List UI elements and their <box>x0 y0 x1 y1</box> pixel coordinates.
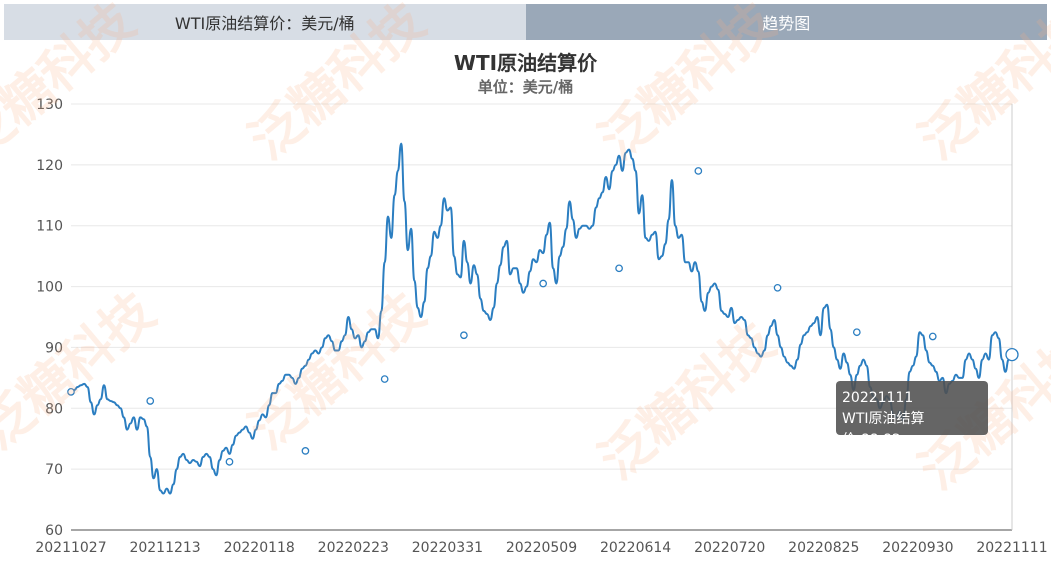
data-point-marker <box>460 331 468 340</box>
x-tick-label: 20220223 <box>318 540 389 556</box>
tooltip-value: WTI原油结算价:88.82 <box>842 411 925 448</box>
data-point-marker <box>694 167 703 175</box>
y-tick-label: 120 <box>36 158 63 174</box>
chart-title: WTI原油结算价 <box>453 51 598 75</box>
data-point-marker <box>928 332 937 341</box>
y-tick-label: 70 <box>45 462 63 478</box>
data-point-marker <box>380 375 389 383</box>
x-tick-label: 20220720 <box>694 540 765 556</box>
y-tick-label: 80 <box>45 401 63 417</box>
y-tick-label: 130 <box>36 97 63 113</box>
tab-wti-settlement-price[interactable]: WTI原油结算价：美元/桶 <box>4 4 526 40</box>
x-tick-label: 20220331 <box>412 540 483 556</box>
data-point-marker <box>773 283 782 292</box>
chart-tooltip: 20221111 WTI原油结算价:88.82 <box>836 381 988 448</box>
x-tick-label: 20220614 <box>600 540 671 556</box>
data-point-marker <box>67 388 75 396</box>
y-tick-label: 100 <box>36 280 63 296</box>
x-tick-label: 20221111 <box>976 540 1047 556</box>
chart-subtitle: 单位：美元/桶 <box>477 78 574 96</box>
data-point-marker <box>225 457 234 466</box>
tab-bar: WTI原油结算价：美元/桶 趋势图 <box>4 4 1047 40</box>
x-tick-label: 20220930 <box>882 540 953 556</box>
tab-trend-chart[interactable]: 趋势图 <box>525 4 1047 40</box>
y-tick-label: 110 <box>36 219 63 235</box>
x-tick-label: 20211027 <box>35 540 106 556</box>
y-tick-label: 90 <box>45 340 63 356</box>
data-point-marker <box>301 447 310 455</box>
data-point-marker <box>615 264 623 273</box>
highlighted-data-point <box>1005 347 1019 362</box>
data-point-marker <box>852 328 861 337</box>
x-tick-label: 20220118 <box>224 540 295 556</box>
x-tick-label: 20220509 <box>506 540 577 556</box>
data-point-marker <box>146 397 155 405</box>
x-tick-label: 20220825 <box>788 540 859 556</box>
y-tick-label: 60 <box>45 523 63 539</box>
data-point-marker <box>539 279 548 288</box>
x-tick-label: 20211213 <box>129 540 200 556</box>
tooltip-date: 20221111 <box>842 390 914 406</box>
